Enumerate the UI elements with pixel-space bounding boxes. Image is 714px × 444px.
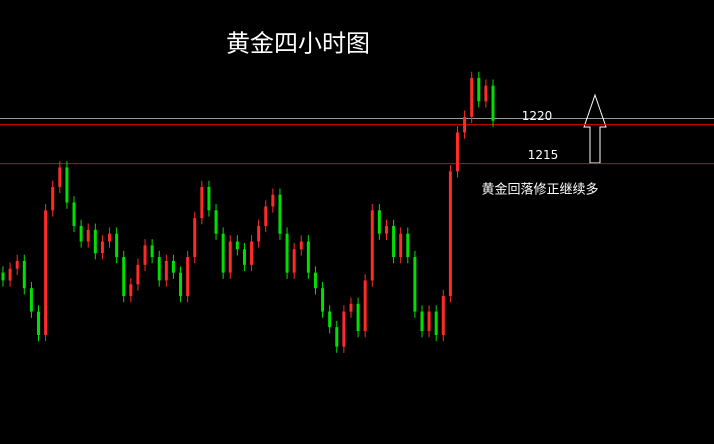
candle-body xyxy=(1,272,5,281)
candle-body xyxy=(455,132,459,172)
candle-body xyxy=(164,260,168,281)
candle-body xyxy=(100,241,104,254)
candle-body xyxy=(278,194,282,234)
candle-body xyxy=(257,225,261,242)
candle-body xyxy=(37,311,41,335)
candle-body xyxy=(129,284,133,296)
candle-body xyxy=(136,264,140,285)
candle-body xyxy=(384,225,388,234)
candle-body xyxy=(491,85,495,121)
candle-body xyxy=(321,288,325,312)
candle-body xyxy=(299,241,303,250)
candle-body xyxy=(29,288,33,312)
candle-body xyxy=(349,303,353,312)
candle-body xyxy=(335,327,339,347)
annotation: 黄金回落修正继续多 xyxy=(481,182,598,198)
candle-body xyxy=(448,171,452,296)
candle-body xyxy=(171,260,175,273)
candle-body xyxy=(51,186,55,211)
candle-body xyxy=(179,272,183,296)
candle-body xyxy=(108,233,112,242)
candle-body xyxy=(342,311,346,347)
candle-body xyxy=(58,167,62,187)
candle-body xyxy=(186,257,190,296)
candle-body xyxy=(470,77,474,117)
candle-body xyxy=(434,311,438,335)
candle-body xyxy=(356,303,360,332)
candle-body xyxy=(228,241,232,273)
candle-body xyxy=(221,233,225,273)
candle-body xyxy=(193,218,197,258)
candle-body xyxy=(86,229,90,242)
candle-body xyxy=(200,186,204,219)
candle-body xyxy=(15,260,19,269)
candle-body xyxy=(477,77,481,102)
candle-body xyxy=(413,257,417,312)
candle-body xyxy=(8,268,12,281)
candle-body xyxy=(143,245,147,265)
candle-body xyxy=(214,210,218,234)
candle-body xyxy=(328,311,332,328)
candle-body xyxy=(157,257,161,281)
candle-body xyxy=(285,233,289,273)
candle-body xyxy=(242,249,246,265)
level-label: 1215 xyxy=(528,148,559,162)
chart-title: 黄金四小时图 xyxy=(226,30,370,58)
candle-body xyxy=(363,280,367,332)
candle-body xyxy=(392,225,396,258)
candle-body xyxy=(250,241,254,265)
candle-body xyxy=(271,194,275,207)
candle-body xyxy=(207,186,211,211)
candle-body xyxy=(427,311,431,332)
candle-body xyxy=(370,210,374,281)
candle-body xyxy=(484,85,488,102)
up-arrow xyxy=(583,93,607,164)
candle-body xyxy=(72,202,76,226)
candle-body xyxy=(264,206,268,226)
candle-body xyxy=(93,229,97,254)
candle-body xyxy=(292,249,296,273)
candle-body xyxy=(313,272,317,289)
candle-body xyxy=(306,241,310,273)
level-label: 1220 xyxy=(522,109,553,123)
candle-body xyxy=(22,260,26,289)
candle-body xyxy=(377,210,381,234)
candle-body xyxy=(44,210,48,335)
candle-body xyxy=(441,296,445,335)
candle-body xyxy=(122,257,126,296)
candle-body xyxy=(406,233,410,258)
candle-body xyxy=(65,167,69,203)
candle-body xyxy=(463,116,467,133)
candle-body xyxy=(235,241,239,250)
candle-body xyxy=(399,233,403,258)
candle-body xyxy=(420,311,424,332)
candle-body xyxy=(115,233,119,258)
candle-body xyxy=(79,225,83,242)
candle-body xyxy=(150,245,154,258)
